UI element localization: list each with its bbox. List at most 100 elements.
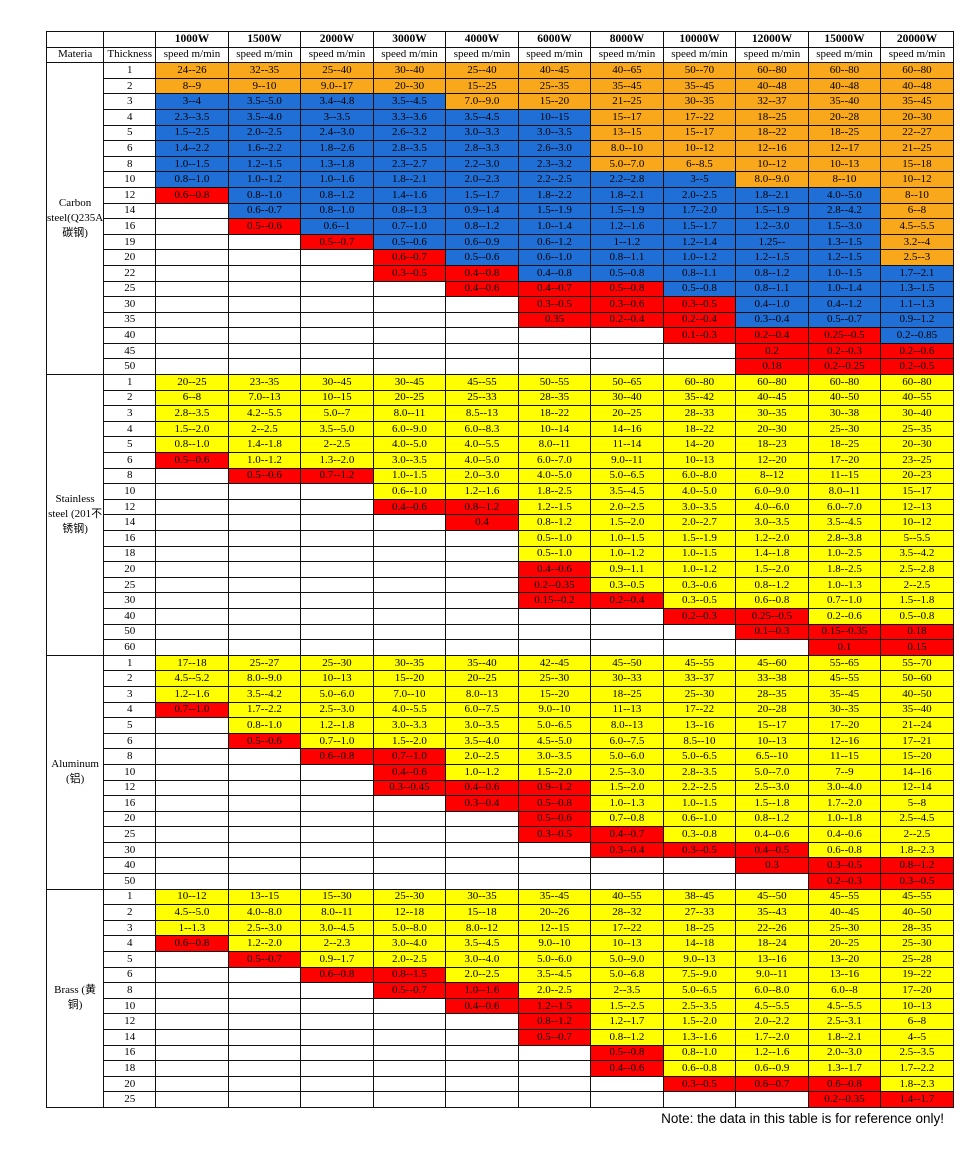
speed-cell: 0.3--0.5: [662, 1075, 737, 1093]
speed-cell: 0.7--1.0: [300, 732, 374, 750]
speed-cell: 23--25: [880, 452, 954, 469]
speed-cell: 25--28: [880, 951, 954, 968]
speed-cell: 5.0--8.0: [372, 919, 447, 937]
speed-cell: 5.0--7.0: [590, 155, 664, 173]
speed-cell: 10--12: [662, 140, 737, 157]
speed-cell: [372, 607, 447, 625]
speed-cell: 3.0--4.0: [807, 779, 882, 797]
speed-cell: 32--35: [227, 62, 302, 79]
speed-cell: [445, 358, 519, 376]
speed-cell: 1.8--2.1: [807, 1029, 882, 1046]
speed-cell: 25--30: [300, 654, 374, 672]
speed-cell: 25--30: [807, 420, 882, 438]
speed-cell: [372, 514, 447, 531]
speed-cell: [227, 483, 302, 500]
speed-cell: 12--15: [517, 919, 592, 937]
speed-cell: 40--65: [590, 62, 664, 79]
speed-cell: 17--22: [662, 701, 737, 719]
speed-cell: 4.0--6.0: [735, 498, 809, 516]
speed-cell: 40--45: [517, 62, 592, 79]
speed-cell: [300, 795, 374, 812]
speed-cell: 0.8--1.5: [372, 966, 447, 984]
speed-cell: 3--5: [662, 171, 737, 188]
speed-cell: 45--55: [445, 374, 519, 391]
speed-cell: 35--45: [590, 77, 664, 95]
table-row: 40 0.1--0.3 0.2--0.4 0.25--0.5 0.2--0.85: [47, 327, 954, 344]
speed-cell: 4.0--5.0: [445, 452, 519, 469]
speed-cell: [155, 857, 229, 875]
speed-cell: [372, 545, 447, 563]
table-row: 25 0.2--0.35 1.4--1.7: [47, 1091, 954, 1108]
speed-cell: 2.0--2.5: [445, 966, 519, 984]
speed-cell: 30--40: [590, 389, 664, 407]
speed-cell: 0.4--0.6: [445, 280, 519, 298]
power-header: 15000W: [807, 31, 882, 48]
thickness-cell: 10: [103, 997, 157, 1015]
table-row: Carbon steel(Q235A碳钢) 1 24--26 32--35 25--40…: [45, 62, 954, 376]
speed-cell: 0.4--0.6: [590, 1060, 664, 1077]
speed-cell: [590, 623, 664, 641]
speed-cell: 8.0--9.0: [735, 171, 809, 188]
speed-cell: 11--14: [590, 436, 664, 454]
table-row: 16 0.5--0.8 0.8--1.0 1.2--1.6 2.0--3.0 2.5--3…: [47, 1044, 954, 1062]
table-body: Carbon steel(Q235A碳钢) 1 24--26 32--35 25--40…: [45, 62, 954, 1108]
thickness-cell: 6: [103, 140, 157, 157]
speed-cell: 20--30: [735, 420, 809, 438]
table-row: 14 0.4 0.8--1.2 1.5--2.0 2.0--2.7 3.0--3.5 3.5…: [47, 514, 954, 531]
speed-cell: [227, 1091, 302, 1108]
thickness-cell: 6: [103, 452, 157, 469]
speed-cell: 30--35: [662, 93, 737, 110]
speed-cell: [155, 296, 229, 313]
speed-cell: 14--20: [662, 436, 737, 454]
speed-cell: 0.35: [517, 311, 592, 329]
speed-cell: 6.0--8.0: [662, 467, 737, 485]
speed-cell: 1.2--1.7: [590, 1013, 664, 1030]
speed-cell: [227, 1044, 302, 1062]
speed-cell: 3.0--3.5: [517, 748, 592, 765]
speed-cell: 30--35: [372, 654, 447, 672]
speed-cell: 6.0--7.0: [517, 452, 592, 469]
speed-unit-header: speed m/min: [445, 46, 519, 64]
speed-cell: 20--23: [880, 467, 954, 485]
reference-note: Note: the data in this table is for refe…: [661, 1111, 944, 1126]
speed-cell: [227, 841, 302, 859]
thickness-cell: 40: [103, 857, 157, 875]
speed-cell: 4.5--5.5: [735, 997, 809, 1015]
speed-cell: 0.8--1.0: [227, 186, 302, 204]
speed-cell: 18--22: [517, 405, 592, 422]
speed-cell: 20--28: [735, 701, 809, 719]
speed-cell: 22--26: [735, 919, 809, 937]
speed-cell: 0.9--1.1: [590, 561, 664, 578]
speed-cell: 0.5--0.8: [662, 280, 737, 298]
speed-cell: [445, 841, 519, 859]
table-row: 3 3--4 3.5--5.0 3.4--4.8 3.5--4.5 7.0--9.0 15-…: [47, 93, 954, 110]
speed-cell: 27--33: [662, 904, 737, 921]
speed-cell: 2--2.5: [300, 436, 374, 454]
speed-cell: [590, 857, 664, 875]
speed-cell: [445, 810, 519, 828]
speed-cell: 1.5--1.8: [880, 592, 954, 609]
speed-cell: 12--13: [880, 498, 954, 516]
speed-cell: 0.4--1.2: [807, 296, 882, 313]
speed-cell: 0.2--0.3: [807, 342, 882, 360]
speed-cell: 2.0--2.5: [445, 748, 519, 765]
power-header: 2000W: [300, 31, 374, 48]
speed-cell: [372, 639, 447, 656]
speed-cell: [372, 857, 447, 875]
speed-cell: 0.8--1.0: [662, 1044, 737, 1062]
speed-cell: 1.0--1.5: [372, 467, 447, 485]
speed-cell: [517, 1060, 592, 1077]
speed-cell: 1.0--1.4: [807, 280, 882, 298]
table-row: 14 0.5--0.7 0.8--1.2 1.3--1.6 1.7--2.0 1.8--2…: [47, 1029, 954, 1046]
speed-cell: [155, 327, 229, 344]
speed-cell: 15--17: [662, 124, 737, 142]
speed-cell: 7.0--9.0: [445, 93, 519, 110]
speed-cell: 0.6--0.7: [735, 1075, 809, 1093]
speed-cell: 6--8: [880, 1013, 954, 1030]
speed-cell: 2.0--2.5: [227, 124, 302, 142]
speed-cell: 4.0--5.0: [372, 436, 447, 454]
speed-cell: [155, 779, 229, 797]
speed-cell: 60--80: [662, 374, 737, 391]
speed-cell: 0.4--0.7: [517, 280, 592, 298]
speed-cell: [300, 561, 374, 578]
